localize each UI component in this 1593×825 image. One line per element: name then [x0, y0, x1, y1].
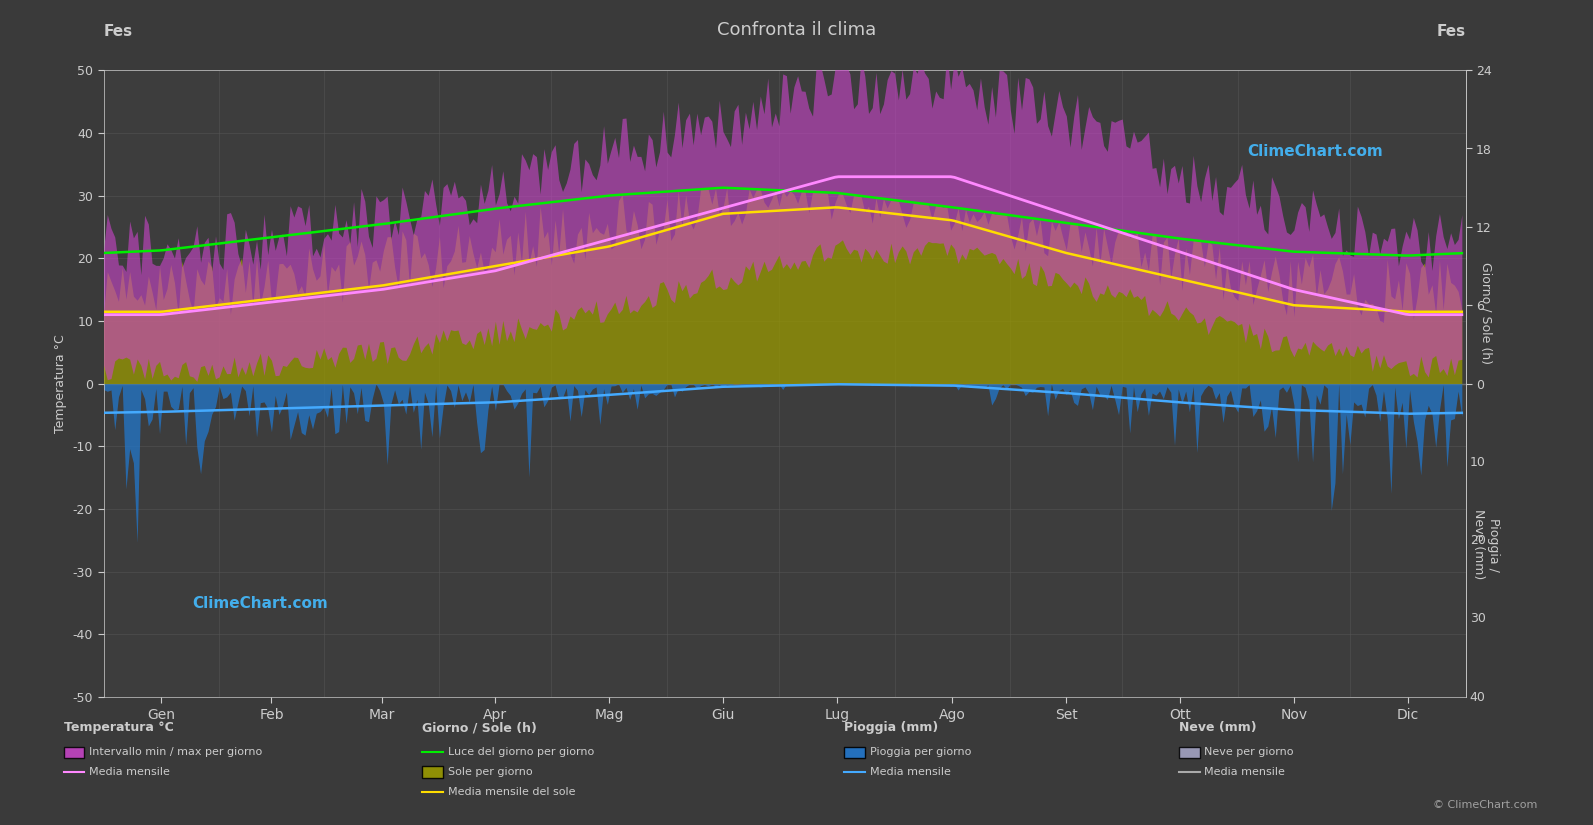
Text: Temperatura °C: Temperatura °C	[64, 721, 174, 734]
Text: Giorno / Sole (h): Giorno / Sole (h)	[1480, 262, 1493, 365]
Text: Fes: Fes	[104, 24, 132, 39]
Text: Confronta il clima: Confronta il clima	[717, 21, 876, 39]
Text: ClimeChart.com: ClimeChart.com	[1247, 144, 1383, 159]
Text: Media mensile: Media mensile	[870, 767, 951, 777]
Text: Media mensile: Media mensile	[89, 767, 170, 777]
Text: Neve per giorno: Neve per giorno	[1204, 747, 1294, 757]
Text: Neve (mm): Neve (mm)	[1179, 721, 1257, 734]
Text: Luce del giorno per giorno: Luce del giorno per giorno	[448, 747, 594, 757]
Text: Media mensile: Media mensile	[1204, 767, 1286, 777]
Text: 30: 30	[1470, 612, 1486, 625]
Text: Intervallo min / max per giorno: Intervallo min / max per giorno	[89, 747, 263, 757]
Text: 20: 20	[1470, 534, 1486, 547]
Text: © ClimeChart.com: © ClimeChart.com	[1432, 800, 1537, 810]
Text: Pioggia /
Neve (mm): Pioggia / Neve (mm)	[1472, 509, 1501, 580]
Text: Giorno / Sole (h): Giorno / Sole (h)	[422, 721, 537, 734]
Text: ClimeChart.com: ClimeChart.com	[193, 596, 328, 610]
Text: Sole per giorno: Sole per giorno	[448, 767, 532, 777]
Text: Media mensile del sole: Media mensile del sole	[448, 787, 575, 797]
Text: Fes: Fes	[1437, 24, 1466, 39]
Y-axis label: Temperatura °C: Temperatura °C	[54, 334, 67, 433]
Text: Pioggia (mm): Pioggia (mm)	[844, 721, 938, 734]
Text: 10: 10	[1470, 455, 1486, 469]
Text: Pioggia per giorno: Pioggia per giorno	[870, 747, 972, 757]
Text: 40: 40	[1470, 691, 1486, 704]
